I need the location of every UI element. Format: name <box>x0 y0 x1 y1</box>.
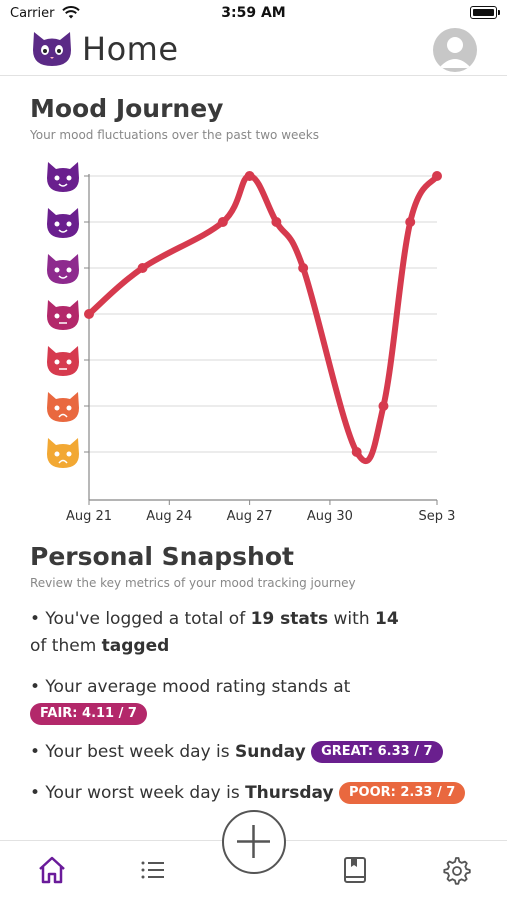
book-icon <box>344 857 366 883</box>
tagged-count: 14 <box>375 609 399 629</box>
home-icon <box>39 856 65 884</box>
average-summary: • Your average mood rating stands at FAI… <box>30 674 350 728</box>
cat-angry-icon <box>47 346 79 376</box>
worst-day-name: Thursday <box>245 783 334 803</box>
mood-journey-subtitle: Your mood fluctuations over the past two… <box>30 128 319 142</box>
best-day-summary: • Your best week day is Sunday GREAT: 6.… <box>30 739 443 766</box>
x-tick-label: Aug 30 <box>307 509 353 524</box>
mood-data-point <box>378 401 389 411</box>
worst-day-text: • Your worst week day is <box>30 783 246 803</box>
mood-data-point <box>405 217 416 227</box>
mood-data-point <box>298 263 309 273</box>
list-icon <box>141 861 164 879</box>
mood-series-line <box>86 173 440 465</box>
cat-neutral-icon <box>47 300 79 330</box>
stats-text-of: of them <box>30 636 102 656</box>
cat-logo-icon <box>30 28 74 68</box>
cat-smile-icon <box>47 208 79 238</box>
mood-data-point <box>271 217 282 227</box>
mood-data-point <box>351 447 362 457</box>
worst-day-badge: POOR: 2.33 / 7 <box>339 782 466 804</box>
mood-chart-svg: Aug 21 Aug 24 Aug 27 Aug 30 Sep 3 <box>47 162 456 524</box>
status-bar: Carrier 3:59 AM <box>0 0 507 28</box>
snapshot-title: Personal Snapshot <box>30 542 294 571</box>
cat-crying-icon <box>47 392 79 422</box>
cat-love-icon <box>47 162 79 192</box>
stats-count: 19 stats <box>250 609 329 629</box>
clock: 3:59 AM <box>221 5 286 21</box>
stats-summary: • You've logged a total of 19 stats with… <box>30 606 399 660</box>
settings-tab[interactable] <box>441 855 471 885</box>
mood-data-point <box>244 171 255 181</box>
average-text: • Your average mood rating stands at <box>30 677 351 697</box>
x-tick-label: Aug 24 <box>146 509 192 524</box>
stats-text: • You've logged a total of <box>30 609 251 629</box>
mood-journey-title: Mood Journey <box>30 94 224 123</box>
x-tick-label: Aug 21 <box>66 509 112 524</box>
best-day-name: Sunday <box>235 742 306 762</box>
carrier-label: Carrier <box>10 6 55 21</box>
list-tab[interactable] <box>138 855 168 885</box>
add-entry-button[interactable] <box>222 810 286 874</box>
mood-chart: Aug 21 Aug 24 Aug 27 Aug 30 Sep 3 <box>0 150 507 530</box>
mood-data-point <box>84 309 94 319</box>
mood-data-point <box>137 263 148 273</box>
tagged-label: tagged <box>101 636 170 656</box>
average-badge: FAIR: 4.11 / 7 <box>30 703 147 725</box>
cat-happy-icon <box>47 254 79 284</box>
best-day-badge: GREAT: 6.33 / 7 <box>311 741 443 763</box>
app-header: Home <box>0 28 507 76</box>
worst-day-summary: • Your worst week day is Thursday POOR: … <box>30 780 466 807</box>
mood-data-point <box>432 171 442 181</box>
best-day-text: • Your best week day is <box>30 742 236 762</box>
page-title: Home <box>82 30 179 68</box>
user-avatar-icon[interactable] <box>433 28 477 72</box>
home-tab[interactable] <box>37 855 67 885</box>
wifi-icon <box>62 5 80 24</box>
plus-icon <box>237 825 270 858</box>
x-tick-label: Sep 3 <box>419 509 456 524</box>
mood-data-point <box>217 217 228 227</box>
journal-tab[interactable] <box>340 855 370 885</box>
snapshot-subtitle: Review the key metrics of your mood trac… <box>30 576 356 590</box>
x-tick-label: Aug 27 <box>227 509 273 524</box>
stats-text-with: with <box>328 609 375 629</box>
cat-scream-icon <box>47 438 79 468</box>
battery-icon <box>470 6 500 19</box>
gear-icon <box>443 857 471 885</box>
